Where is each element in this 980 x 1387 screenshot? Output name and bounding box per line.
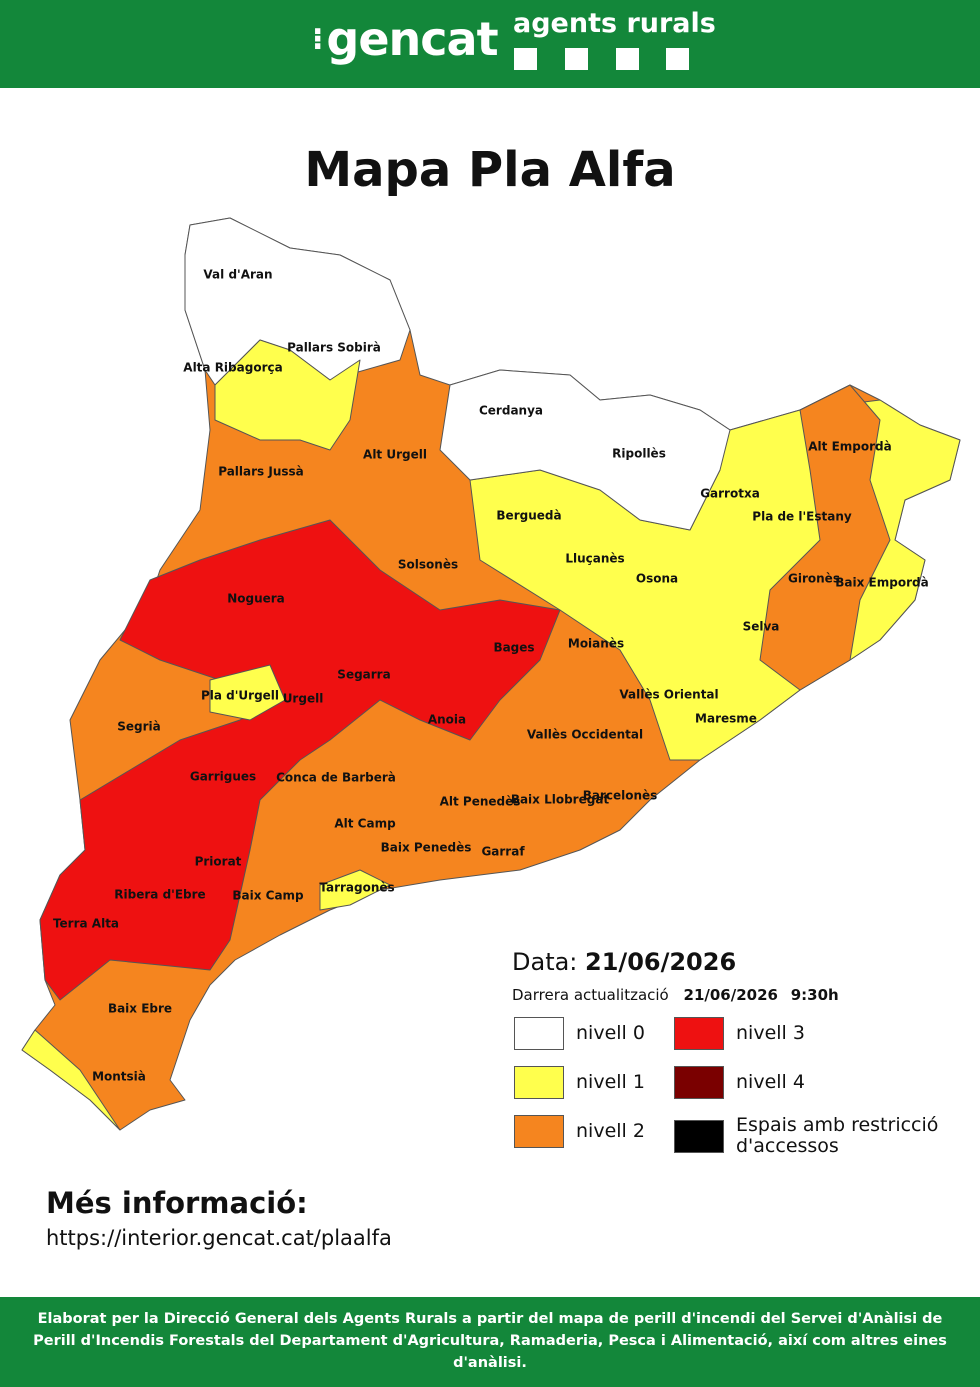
region-label: Lluçanès (565, 552, 624, 566)
legend-item: nivell 1 (514, 1066, 645, 1099)
region-label: Osona (636, 572, 678, 586)
region-label: Maresme (695, 712, 757, 726)
legend-swatch (514, 1066, 564, 1099)
region-label: Alt Urgell (363, 448, 427, 462)
zone-level-1 (214, 339, 361, 451)
brand-square (514, 48, 537, 70)
date-row: Data: 21/06/2026 (512, 948, 736, 976)
region-label: Baix Empordà (835, 576, 928, 590)
region-label: Segrià (117, 720, 161, 734)
region-label: Bages (493, 641, 534, 655)
region-label: Vallès Oriental (619, 688, 718, 702)
region-label: Segarra (337, 668, 390, 682)
zone-level-0 (439, 369, 731, 531)
region-label: Anoia (428, 713, 466, 727)
region-labels: Val d'Aran Pallars Sobirà Alta Ribagorça Ce… (53, 268, 929, 1084)
region-label: Moianès (568, 637, 624, 651)
update-date: 21/06/2026 (683, 986, 778, 1004)
region-label: Baix Llobregat (511, 793, 610, 807)
legend-label: nivell 4 (736, 1071, 805, 1093)
map: Val d'Aran Pallars Sobirà Alta Ribagorça Ce… (21, 217, 961, 1131)
region-label: Alt Empordà (808, 440, 891, 454)
update-time: 9:30h (790, 986, 839, 1004)
brand-square (565, 48, 588, 70)
footer-bar (0, 1297, 980, 1387)
logo-icon: ⁝ (312, 22, 323, 57)
region-label: Terra Alta (53, 917, 119, 931)
legend-item: Espais amb restricció d'accessos (674, 1115, 944, 1157)
region-label: Cerdanya (479, 404, 543, 418)
region-label: Tarragonès (319, 881, 394, 895)
legend-item: nivell 3 (674, 1017, 805, 1050)
region-label: Montsià (92, 1070, 146, 1084)
legend-item: nivell 0 (514, 1017, 645, 1050)
header-bar (0, 0, 980, 88)
region-label: Vallès Occidental (527, 728, 643, 742)
legend-label: Espais amb restricció d'accessos (736, 1114, 939, 1157)
region-label: Garrotxa (700, 487, 760, 501)
region-label: Ripollès (612, 447, 666, 461)
logo: ⁝gencat (312, 12, 499, 66)
legend-label: nivell 0 (576, 1022, 645, 1044)
region-label: Alta Ribagorça (183, 361, 282, 375)
more-info-heading: Més informació: (46, 1186, 308, 1220)
legend-swatch (514, 1115, 564, 1148)
region-label: Baix Ebre (108, 1002, 172, 1016)
region-label: Conca de Barberà (276, 771, 396, 785)
zone-level-1 (21, 1029, 121, 1131)
region-label: Baix Penedès (381, 841, 472, 855)
legend-swatch (514, 1017, 564, 1050)
region-label: Alt Camp (334, 817, 396, 831)
region-label: Pla de l'Estany (752, 510, 852, 524)
region-label: Urgell (283, 692, 324, 706)
region-label: Val d'Aran (203, 268, 272, 282)
logo-text: gencat (326, 12, 498, 66)
region-label: Pla d'Urgell (201, 689, 279, 703)
legend-label: nivell 3 (736, 1022, 805, 1044)
zone-level-2 (759, 384, 891, 691)
region-label: Selva (743, 620, 780, 634)
legend-swatch (674, 1066, 724, 1099)
region-label: Noguera (227, 592, 285, 606)
region-label: Barcelonès (583, 789, 658, 803)
brand-square (616, 48, 639, 70)
region-label: Pallars Sobirà (287, 341, 381, 355)
region-label: Pallars Jussà (218, 465, 304, 479)
brand: agents rurals (513, 8, 716, 39)
update-row: Darrera actualització 21/06/2026 9:30h (512, 986, 839, 1004)
region-label: Berguedà (496, 509, 561, 523)
region-label: Garrigues (190, 770, 256, 784)
legend-item: nivell 2 (514, 1115, 645, 1148)
update-label: Darrera actualització (512, 986, 669, 1004)
legend-item: nivell 4 (674, 1066, 805, 1099)
region-label: Priorat (195, 855, 242, 869)
region-label: Gironès (788, 572, 840, 586)
legend-swatch (674, 1119, 724, 1153)
legend-label: nivell 2 (576, 1120, 645, 1142)
region-label: Alt Penedès (440, 795, 521, 809)
footer-text: Elaborat per la Direcció General dels Ag… (33, 1311, 947, 1371)
region-label: Garraf (481, 845, 525, 859)
brand-square (666, 48, 689, 70)
more-info-url[interactable]: https://interior.gencat.cat/plaalfa (46, 1226, 392, 1250)
zone-level-1 (209, 664, 286, 721)
region-label: Ribera d'Ebre (114, 888, 205, 902)
zone-level-3 (39, 519, 561, 1001)
zone-level-1 (319, 869, 391, 911)
region-label: Solsonès (398, 558, 458, 572)
legend-label: nivell 1 (576, 1071, 645, 1093)
date-value: 21/06/2026 (585, 948, 737, 976)
legend-swatch (674, 1017, 724, 1050)
region-label: Baix Camp (232, 889, 304, 903)
date-label: Data: (512, 948, 578, 976)
title: Mapa Pla Alfa (304, 142, 676, 198)
